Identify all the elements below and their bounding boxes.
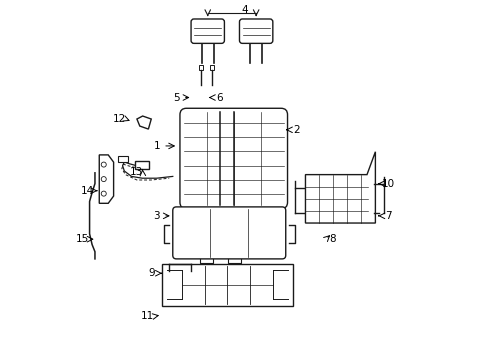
Bar — [162, 264, 292, 306]
Text: 10: 10 — [381, 179, 394, 189]
Text: 12: 12 — [112, 114, 125, 124]
FancyBboxPatch shape — [172, 207, 285, 259]
Bar — [118, 156, 128, 162]
FancyBboxPatch shape — [239, 19, 272, 43]
Text: 14: 14 — [81, 186, 94, 196]
Bar — [199, 65, 203, 70]
Text: 9: 9 — [148, 268, 155, 278]
Text: 8: 8 — [328, 234, 335, 244]
Text: 5: 5 — [173, 93, 179, 103]
FancyBboxPatch shape — [191, 19, 224, 43]
Text: 15: 15 — [76, 234, 89, 244]
Text: 13: 13 — [129, 167, 142, 177]
Text: 4: 4 — [241, 5, 247, 15]
FancyBboxPatch shape — [180, 108, 287, 209]
Text: 7: 7 — [384, 211, 390, 221]
Text: 11: 11 — [141, 311, 154, 321]
Polygon shape — [305, 152, 375, 223]
Bar — [135, 161, 149, 169]
Polygon shape — [137, 116, 151, 129]
Text: 3: 3 — [153, 211, 160, 221]
Text: 2: 2 — [293, 125, 299, 135]
Text: 6: 6 — [216, 93, 222, 103]
Text: 1: 1 — [153, 141, 160, 151]
Bar — [210, 65, 214, 70]
Polygon shape — [99, 155, 113, 203]
